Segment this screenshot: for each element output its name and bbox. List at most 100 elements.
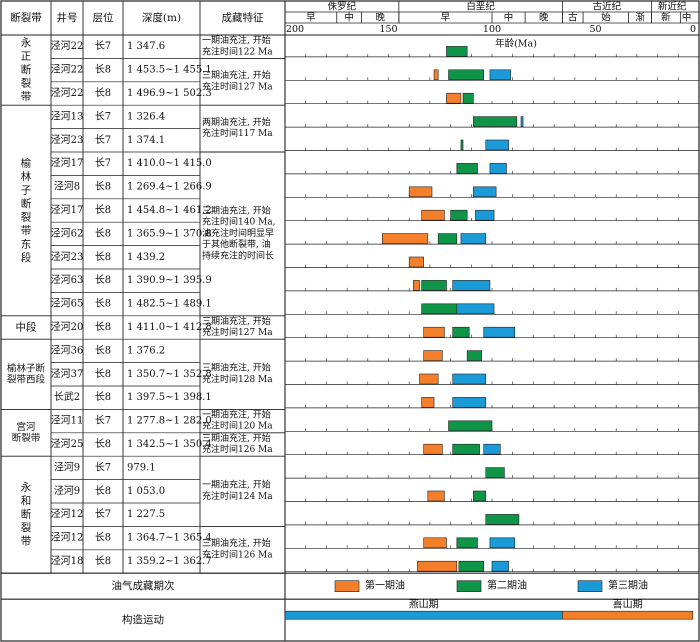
tectonic-segment-bar — [562, 610, 694, 620]
charging-bar-phase-2 — [458, 560, 485, 572]
epoch-label: 始 — [601, 12, 611, 24]
feature-text-line: 一期油充注, 开始 — [202, 34, 271, 46]
depth-cell: 979.1 — [127, 462, 156, 473]
layer-cell: 长8 — [95, 321, 111, 333]
depth-cell: 1 053.0 — [127, 486, 165, 497]
zone-label-line: 带 — [21, 91, 32, 103]
zone-label-line: 带 — [21, 536, 32, 548]
zone-label-line: 永 — [21, 481, 32, 494]
charging-bar-phase-2 — [452, 443, 480, 455]
layer-cell: 长7 — [95, 40, 111, 52]
depth-cell: 1 359.2~1 362.7 — [127, 556, 212, 567]
feature-text: 三期油充注, 开始充注时间126 Ma — [202, 432, 273, 455]
zone-label-line: 子 — [21, 184, 32, 196]
legend-swatch-phase-1 — [334, 580, 360, 593]
epoch-label: 晚 — [539, 13, 549, 24]
feature-text: 三期油充注, 开始充注时间127 Ma — [202, 315, 273, 338]
feature-text-line: 充注时间120 Ma — [202, 420, 273, 432]
well-cell: 泾河22 — [51, 63, 84, 76]
charging-bar-phase-2 — [437, 233, 458, 244]
depth-cell: 1 376.2 — [127, 345, 165, 356]
depth-cell: 1 439.2 — [127, 252, 165, 263]
epoch-label: 中 — [344, 12, 354, 24]
header-features: 成藏特征 — [222, 12, 264, 24]
charging-bar-phase-1 — [446, 92, 462, 104]
depth-cell: 1 277.8~1 282.0 — [127, 416, 212, 427]
tectonic-segment-bar — [284, 610, 563, 620]
charging-bar-phase-3 — [489, 69, 511, 81]
zone-label-line: 东 — [21, 237, 32, 250]
feature-text-line: 充注时间128 Ma — [202, 373, 273, 385]
charging-bar-phase-1 — [421, 209, 445, 221]
feature-text-line: 三期油充注, 开始 — [202, 362, 271, 374]
depth-cell: 1 227.5 — [127, 509, 165, 520]
epoch-label: 古 — [568, 12, 578, 24]
layer-cell: 长8 — [95, 64, 111, 76]
period-label: 古近纪 — [593, 1, 622, 13]
feature-text-line: 充注时间127 Ma — [202, 80, 273, 92]
depth-cell: 1 365.9~1 370.8 — [127, 228, 212, 239]
well-cell: 泾河23 — [51, 250, 84, 263]
layer-cell: 长8 — [95, 87, 111, 99]
charging-bar-phase-1 — [408, 256, 424, 268]
zone-label: 榆林子断裂带东段 — [21, 156, 32, 264]
charging-bar-phase-3 — [483, 326, 516, 338]
zone-label-line: 断 — [21, 197, 32, 210]
charging-bar-phase-3 — [452, 397, 487, 408]
feature-text-line: 持续充注的时间长 — [202, 249, 274, 261]
well-cell: 泾河12 — [51, 507, 84, 520]
well-cell: 泾河65 — [51, 297, 84, 310]
well-cell: 泾河23 — [51, 133, 84, 146]
layer-cell: 长7 — [95, 461, 111, 473]
epoch-label: 早 — [306, 13, 316, 24]
zone-label-line: 榆林子断 — [7, 362, 46, 374]
charging-bar-phase-2 — [446, 46, 468, 57]
well-cell: 泾河17 — [51, 203, 84, 216]
charging-bar-phase-2 — [466, 350, 482, 361]
feature-text-line: 两期油充注, 开始 — [202, 116, 271, 128]
epoch-label: 新 — [661, 12, 671, 24]
charging-bar-phase-3 — [489, 163, 507, 174]
feature-text-line: 充注时间117 Ma — [202, 127, 273, 139]
charging-bar-phase-3 — [520, 116, 524, 127]
charging-bar-phase-1 — [419, 373, 439, 385]
well-cell: 泾河37 — [51, 367, 84, 380]
well-cell: 泾河17 — [51, 156, 84, 169]
charging-bar-phase-2 — [456, 537, 478, 549]
feature-text-line: 三期油充注, 开始 — [202, 315, 271, 327]
legend-label: 第一期油 — [365, 579, 405, 592]
charging-bar-phase-2 — [473, 490, 487, 502]
well-cell: 泾河20 — [51, 320, 84, 333]
well-cell: 泾河8 — [54, 180, 80, 193]
zone-label: 永和断裂带 — [21, 481, 32, 548]
charging-bar-phase-2 — [450, 209, 468, 221]
charging-bar-phase-1 — [417, 560, 458, 572]
feature-text: 三期油充注, 开始充注时间126 Ma — [202, 537, 273, 560]
layer-cell: 长7 — [95, 110, 111, 122]
tectonic-segment-label: 燕山期 — [409, 599, 439, 611]
well-cell: 泾河63 — [51, 273, 84, 286]
feature-text-line: 三期油充注, 开始 — [202, 537, 271, 549]
zone-label-line: 断 — [21, 508, 32, 521]
feature-text: 三期油充注, 开始充注时间128 Ma — [202, 362, 273, 385]
charging-bar-phase-1 — [421, 397, 435, 408]
feature-text-line: 充注时间124 Ma — [202, 490, 273, 502]
layer-cell: 长8 — [95, 298, 111, 310]
charging-bar-phase-3 — [489, 537, 516, 549]
header-layer: 层位 — [93, 11, 114, 24]
feature-text-line: 于其他断裂带, 油 — [202, 238, 271, 250]
charging-bar-phase-2 — [462, 92, 474, 104]
zone-label-line: 裂 — [21, 521, 32, 534]
zone-label-line: 永 — [21, 36, 32, 49]
feature-text-line: 一期油充注, 开始 — [202, 409, 271, 421]
layer-cell: 长8 — [95, 344, 111, 356]
zone-label-line: 林 — [21, 170, 32, 183]
depth-cell: 1 269.4~1 266.9 — [127, 182, 212, 193]
depth-cell: 1 342.5~1 350.4 — [127, 439, 212, 450]
feature-text-line: 充注时间140 Ma, — [202, 216, 275, 228]
epoch-label: 早 — [441, 13, 451, 24]
layer-cell: 长8 — [95, 204, 111, 216]
charging-bar-phase-3 — [452, 373, 487, 385]
charging-bar-phase-1 — [427, 490, 445, 502]
